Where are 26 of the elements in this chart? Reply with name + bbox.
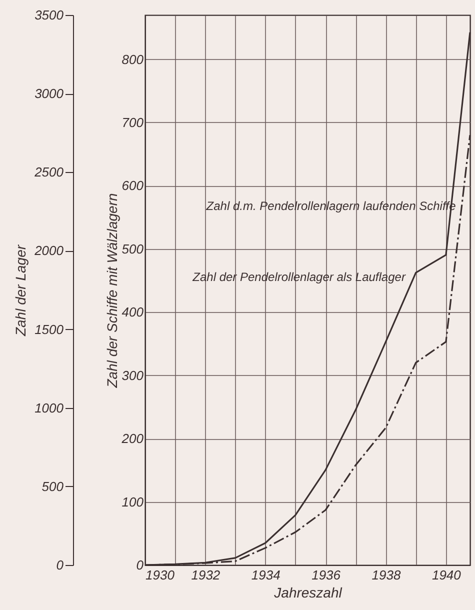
y-axis-title: Zahl der Schiffe mit Wälzlagern xyxy=(104,193,120,389)
x-tick-label: 1938 xyxy=(372,568,402,582)
y-tick-label: 600 xyxy=(122,178,144,194)
y-tick-label: 400 xyxy=(122,304,144,320)
y2-tick-label: 2000 xyxy=(34,243,64,258)
x-tick-label: 1934 xyxy=(251,568,280,582)
y-tick-label: 500 xyxy=(122,241,144,256)
y2-tick-label: 2500 xyxy=(34,164,64,180)
x-axis-title: Jahreszahl xyxy=(273,584,343,600)
y2-tick-label: 1500 xyxy=(34,322,64,337)
y2-tick-label: 0 xyxy=(56,558,64,572)
y-tick-label: 800 xyxy=(122,52,144,67)
y-tick-label: 100 xyxy=(122,494,144,510)
y2-tick-label: 1000 xyxy=(34,400,64,416)
y2-tick-label: 3500 xyxy=(34,8,64,22)
x-tick-label: 1930 xyxy=(146,568,176,582)
y-tick-label: 300 xyxy=(122,368,144,383)
x-tick-label: 1932 xyxy=(191,568,221,582)
y2-tick-label: 3000 xyxy=(34,86,64,102)
x-tick-label: 1940 xyxy=(432,568,462,582)
y-tick-label: 700 xyxy=(122,114,144,130)
y2-tick-label: 500 xyxy=(42,478,64,494)
y-tick-label: 200 xyxy=(120,431,144,446)
x-tick-label: 1936 xyxy=(312,568,342,582)
y2-axis-title: Zahl der Lager xyxy=(12,244,29,338)
y-tick-label: 0 xyxy=(136,558,144,572)
